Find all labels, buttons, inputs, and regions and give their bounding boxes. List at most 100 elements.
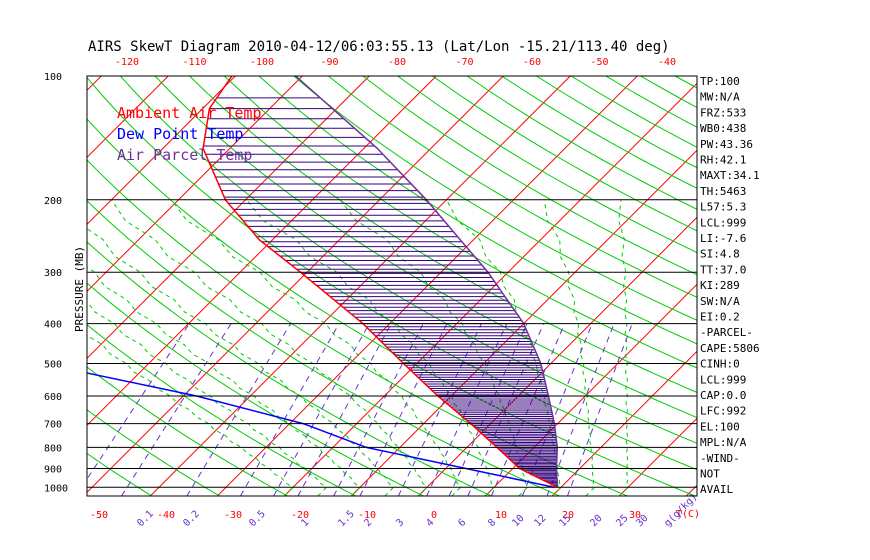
top-temp-tick: -70 xyxy=(455,57,473,68)
mixing-ratio-line xyxy=(521,323,593,496)
dry-adiabat xyxy=(362,76,697,276)
plot-frame xyxy=(86,75,698,497)
index-entry: MPL:N/A xyxy=(700,436,747,449)
index-entry: RH:42.1 xyxy=(700,154,746,167)
mixing-ratio-label: 10 xyxy=(510,513,526,529)
isotherm xyxy=(551,350,697,496)
legend: Ambient Air Temp Dew Point Temp Air Parcel… xyxy=(117,104,262,164)
isotherm xyxy=(87,76,504,493)
index-entry: LCL:999 xyxy=(700,216,746,229)
bottom-temp-tick: 10 xyxy=(495,510,507,521)
mixing-ratio-line xyxy=(273,323,370,496)
dry-adiabat xyxy=(640,76,697,109)
moist-adiabat xyxy=(543,199,596,496)
isotherm xyxy=(216,76,638,496)
legend-item: Air Parcel Temp xyxy=(117,146,252,164)
dry-adiabat xyxy=(293,76,697,321)
mixing-ratio-line xyxy=(239,323,340,496)
parcel-temp-line xyxy=(295,76,559,488)
mixing-ratio-line xyxy=(121,323,232,496)
pressure-tick-label: 100 xyxy=(44,72,62,83)
moist-adiabat xyxy=(111,199,428,496)
pressure-tick-label: 900 xyxy=(44,464,62,475)
mixing-ratio-label: 0.1 xyxy=(135,509,156,530)
mixing-ratio-line xyxy=(566,323,633,496)
mixing-ratio-label: 12 xyxy=(532,513,548,529)
dry-adiabat xyxy=(87,200,560,496)
top-temp-tick: -90 xyxy=(320,57,338,68)
index-entry: MAXT:34.1 xyxy=(700,169,760,182)
index-entry: PW:43.36 xyxy=(700,138,753,151)
moist-adiabat xyxy=(87,334,294,496)
pressure-tick-label: 400 xyxy=(44,320,62,331)
isotherm xyxy=(87,76,102,91)
mixing-ratio-line xyxy=(87,323,190,480)
index-entry: EI:0.2 xyxy=(700,311,740,324)
dewpoint-line xyxy=(87,372,555,489)
index-entry: WB0:438 xyxy=(700,122,746,135)
index-entry: NOT xyxy=(700,468,720,481)
top-temp-tick: -110 xyxy=(182,57,206,68)
index-entry: CINH:0 xyxy=(700,358,740,371)
moist-adiabat xyxy=(618,199,629,496)
index-entry: CAPE:5806 xyxy=(700,342,760,355)
bottom-temp-tick: -40 xyxy=(157,510,175,521)
pressure-tick-label: 600 xyxy=(44,392,62,403)
dry-adiabat xyxy=(501,76,697,189)
isotherm xyxy=(87,76,169,158)
isotherm xyxy=(87,76,236,225)
mixing-ratio-line xyxy=(546,323,615,496)
top-temp-tick: -50 xyxy=(590,57,608,68)
dry-adiabat xyxy=(189,76,697,393)
bottom-temp-tick: -10 xyxy=(358,510,376,521)
index-entry: TH:5463 xyxy=(700,185,746,198)
mixing-ratio-label: 3 xyxy=(394,517,406,529)
index-entry: -WIND- xyxy=(700,452,740,465)
dry-adiabat xyxy=(258,76,697,345)
index-entry: SI:4.8 xyxy=(700,248,740,261)
index-entry: TT:37.0 xyxy=(700,263,746,276)
dry-adiabat xyxy=(397,76,697,254)
temp-unit-label: T(C) xyxy=(676,509,700,520)
pressure-tick-label: 200 xyxy=(44,196,62,207)
pressure-tick-label: 500 xyxy=(44,359,62,370)
index-entry: FRZ:533 xyxy=(700,106,746,119)
isotherm xyxy=(350,149,697,496)
bottom-temp-tick: 20 xyxy=(562,510,574,521)
mixing-ratio-label: 0.5 xyxy=(247,509,268,530)
bottom-temp-tick: 30 xyxy=(629,510,641,521)
isotherm xyxy=(0,76,34,496)
y-axis-label: PRESSURE (MB) xyxy=(73,246,86,332)
index-entry: MW:N/A xyxy=(700,91,740,104)
bottom-temp-tick: -20 xyxy=(291,510,309,521)
index-entry: LFC:992 xyxy=(700,405,746,418)
index-entry: EL:100 xyxy=(700,420,740,433)
index-entry: TP:100 xyxy=(700,75,740,88)
mixing-ratio-label: 0.2 xyxy=(181,509,202,530)
dry-adiabat xyxy=(87,159,628,496)
pressure-tick-label: 700 xyxy=(44,420,62,431)
dry-adiabat xyxy=(328,76,697,298)
mixing-ratio-line xyxy=(186,323,291,496)
isotherm xyxy=(283,82,697,496)
mixing-ratio-label: 6 xyxy=(456,517,468,529)
mixing-ratio-label: 20 xyxy=(588,513,604,529)
legend-item: Ambient Air Temp xyxy=(117,104,262,122)
top-temp-tick: -60 xyxy=(523,57,541,68)
stability-indices: TP:100 MW:N/A FRZ:533 WB0:438 PW:43.36 RH:42.… xyxy=(700,75,760,496)
isotherm xyxy=(618,417,697,496)
pressure-tick-label: 1000 xyxy=(44,483,68,494)
moist-adiabat xyxy=(246,199,495,496)
moist-adiabat xyxy=(87,266,361,496)
bottom-temp-tick: -30 xyxy=(224,510,242,521)
pressure-tick-label: 800 xyxy=(44,443,62,454)
index-entry: AVAIL xyxy=(700,483,733,496)
index-entry: LCL:999 xyxy=(700,373,746,386)
index-entry: SW:N/A xyxy=(700,295,740,308)
index-entry: CAP:0.0 xyxy=(700,389,746,402)
moist-adiabat xyxy=(171,199,462,496)
dry-adiabat xyxy=(87,366,288,496)
index-entry: KI:289 xyxy=(700,279,740,292)
chart-title: AIRS SkewT Diagram 2010-04-12/06:03:55.1… xyxy=(88,39,670,55)
